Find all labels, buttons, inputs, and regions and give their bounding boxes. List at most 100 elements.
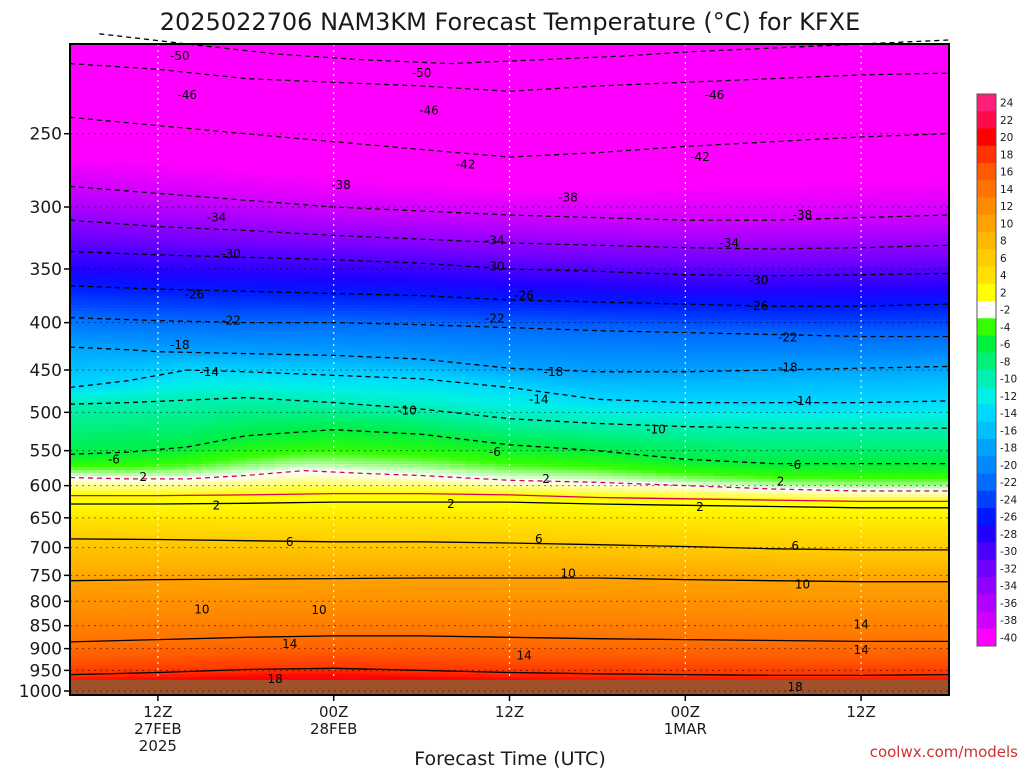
field-cell [260,638,276,642]
field-cell [172,212,188,216]
field-cell [187,401,203,405]
field-cell [70,413,86,417]
field-cell [172,365,188,369]
field-cell [260,281,276,285]
field-cell [70,482,86,486]
field-cell [70,623,86,627]
field-cell [157,170,174,174]
field-cell [187,545,203,549]
field-cell [113,461,130,465]
field-cell [231,593,247,597]
field-cell [187,281,203,285]
field-cell [70,443,86,447]
field-cell [84,566,100,570]
field-cell [187,251,203,255]
field-cell [260,254,276,258]
field-cell [99,338,115,342]
field-cell [187,80,203,84]
field-cell [113,146,130,150]
field-cell [157,473,174,477]
field-cell [143,176,159,180]
field-cell [260,530,276,534]
field-cell [231,275,247,279]
field-cell [231,242,247,246]
field-cell [84,404,100,408]
field-cell [172,611,188,615]
field-cell [84,68,100,72]
field-cell [216,56,232,60]
field-cell [143,197,159,201]
field-cell [70,584,86,588]
field-cell [113,398,130,402]
field-cell [99,263,115,267]
field-cell [113,407,130,411]
field-cell [201,329,218,333]
field-cell [231,461,247,465]
field-cell [172,71,188,75]
field-cell [231,629,247,633]
field-cell [245,182,262,186]
field-cell [99,638,115,642]
field-cell [187,449,203,453]
field-cell [128,125,144,129]
field-cell [99,311,115,315]
field-cell [113,560,130,564]
field-cell [84,152,100,156]
field-cell [231,473,247,477]
field-cell [70,131,86,135]
field-cell [143,317,159,321]
field-cell [187,542,203,546]
field-cell [201,443,218,447]
field-cell [172,368,188,372]
field-cell [143,158,159,162]
field-cell [99,464,115,468]
field-cell [187,557,203,561]
field-cell [128,416,144,420]
field-cell [99,200,115,204]
field-cell [216,302,232,306]
field-cell [187,89,203,93]
field-cell [172,536,188,540]
field-cell [113,476,130,480]
field-cell [84,344,100,348]
field-cell [172,215,188,219]
field-cell [157,335,174,339]
field-cell [245,392,262,396]
field-cell [260,608,276,612]
field-cell [157,344,174,348]
field-cell [157,44,174,48]
field-cell [128,89,144,93]
field-cell [70,530,86,534]
field-cell [245,485,262,489]
field-cell [172,632,188,636]
field-cell [231,68,247,72]
field-cell [84,623,100,627]
field-cell [113,212,130,216]
field-cell [245,266,262,270]
field-cell [245,662,262,666]
field-cell [231,140,247,144]
field-cell [187,656,203,660]
field-cell [70,467,86,471]
field-cell [187,146,203,150]
field-cell [84,434,100,438]
field-cell [201,170,218,174]
field-cell [157,86,174,90]
field-cell [172,218,188,222]
field-cell [172,311,188,315]
field-cell [201,434,218,438]
field-cell [157,371,174,375]
field-cell [201,140,218,144]
field-cell [260,176,276,180]
field-cell [143,449,159,453]
field-cell [245,302,262,306]
field-cell [245,287,262,291]
field-cell [70,338,86,342]
field-cell [113,608,130,612]
field-cell [70,395,86,399]
field-cell [172,437,188,441]
field-cell [216,608,232,612]
field-cell [216,524,232,528]
field-cell [216,434,232,438]
field-cell [260,512,276,516]
